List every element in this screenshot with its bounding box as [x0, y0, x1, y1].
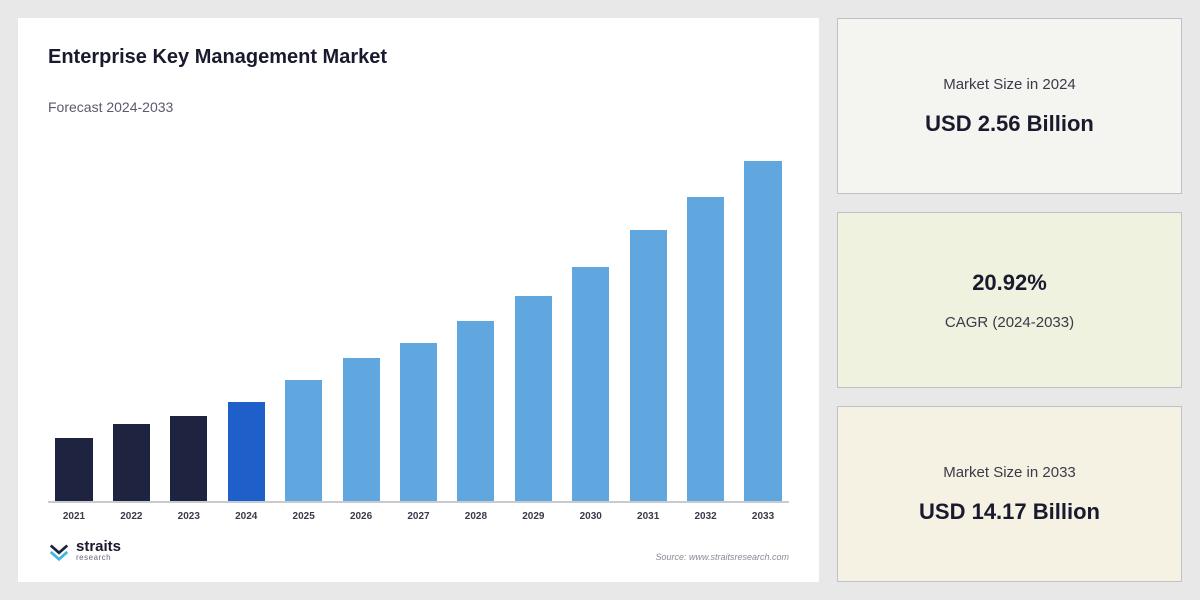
logo-name: straits: [76, 540, 121, 554]
x-tick-label: 2032: [687, 511, 724, 522]
stat-card: 20.92% CAGR (2024-2033): [837, 212, 1182, 388]
bar: [744, 161, 781, 501]
bar: [343, 358, 380, 501]
stat-card: Market Size in 2033 USD 14.17 Billion: [837, 406, 1182, 582]
x-tick-label: 2023: [170, 511, 207, 522]
bar-chart-plot: [48, 135, 789, 503]
stat-card: Market Size in 2024 USD 2.56 Billion: [837, 18, 1182, 194]
stat-cards: Market Size in 2024 USD 2.56 Billion 20.92…: [837, 18, 1182, 582]
chart-title: Enterprise Key Management Market: [48, 46, 789, 69]
bar: [515, 296, 552, 501]
chart-subtitle: Forecast 2024-2033: [48, 99, 789, 115]
chart-panel: Enterprise Key Management Market Forecas…: [18, 18, 819, 582]
x-tick-label: 2027: [400, 511, 437, 522]
x-tick-label: 2022: [113, 511, 150, 522]
x-tick-label: 2030: [572, 511, 609, 522]
x-axis: 2021 2022 2023 2024 2025 2026 2027 2028 2029 2030…: [48, 511, 789, 522]
bar: [400, 343, 437, 500]
x-tick-label: 2031: [630, 511, 667, 522]
stat-card-value: USD 14.17 Billion: [919, 499, 1100, 525]
stat-card-label: Market Size in 2033: [943, 464, 1076, 481]
bar: [687, 197, 724, 500]
x-tick-label: 2026: [343, 511, 380, 522]
brand-logo: straits research: [48, 540, 121, 563]
bar: [55, 438, 92, 500]
stat-card-value: USD 2.56 Billion: [925, 111, 1094, 137]
stat-card-label: CAGR (2024-2033): [945, 314, 1074, 331]
x-tick-label: 2025: [285, 511, 322, 522]
logo-text-block: straits research: [76, 540, 121, 563]
chart-footer: straits research Source: www.straitsrese…: [48, 540, 789, 563]
bar: [630, 230, 667, 500]
bar: [457, 321, 494, 500]
bar: [285, 380, 322, 501]
bar: [170, 416, 207, 500]
stat-card-value: 20.92%: [972, 270, 1047, 296]
bar: [113, 424, 150, 501]
bar-group: [48, 135, 789, 501]
bar: [228, 402, 265, 501]
source-attribution: Source: www.straitsresearch.com: [655, 552, 789, 562]
x-tick-label: 2028: [457, 511, 494, 522]
x-tick-label: 2024: [228, 511, 265, 522]
x-tick-label: 2029: [515, 511, 552, 522]
x-tick-label: 2021: [55, 511, 92, 522]
stat-card-label: Market Size in 2024: [943, 76, 1076, 93]
x-tick-label: 2033: [744, 511, 781, 522]
bar: [572, 267, 609, 501]
logo-chevron-icon: [48, 540, 70, 562]
